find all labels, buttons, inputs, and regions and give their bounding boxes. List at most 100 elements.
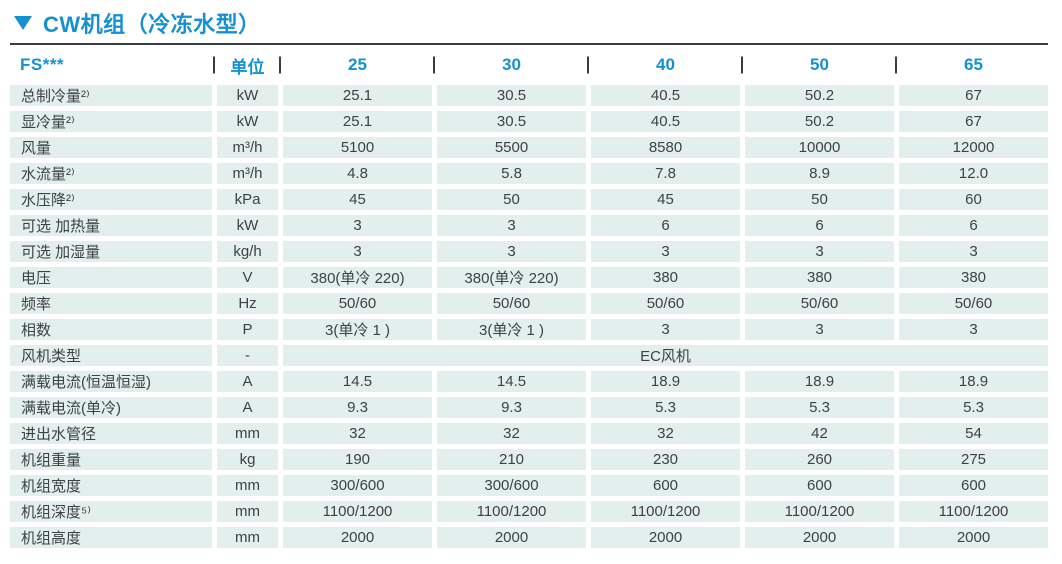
model-column-header: 30 [433, 55, 586, 75]
value-cell: 50/60 [745, 293, 894, 314]
value-cell: 6 [745, 215, 894, 236]
row-label: 显冷量²⁾ [10, 111, 212, 132]
merged-value-cell: EC风机 [283, 345, 1048, 366]
column-separator [213, 56, 215, 74]
column-separator [279, 56, 281, 74]
value-cell: 2000 [283, 527, 432, 548]
value-cell: 2000 [437, 527, 586, 548]
model-column-header: 50 [741, 55, 894, 75]
value-cell: 190 [283, 449, 432, 470]
header-rule [10, 43, 1048, 45]
value-cell: 275 [899, 449, 1048, 470]
model-column-label: 25 [348, 55, 367, 74]
row-label: 相数 [10, 319, 212, 340]
value-cell: 12000 [899, 137, 1048, 158]
value-cell: 50/60 [437, 293, 586, 314]
model-column-label: 30 [502, 55, 521, 74]
row-label: 机组深度⁵⁾ [10, 501, 212, 522]
row-label: 机组宽度 [10, 475, 212, 496]
row-unit: kg [217, 449, 278, 470]
value-cell: 40.5 [591, 85, 740, 106]
value-cell: 2000 [745, 527, 894, 548]
row-unit: kW [217, 111, 278, 132]
model-column-header: 65 [895, 55, 1048, 75]
value-cell: 3 [899, 241, 1048, 262]
value-cell: 6 [591, 215, 740, 236]
value-cell: 50.2 [745, 111, 894, 132]
value-cell: 18.9 [899, 371, 1048, 392]
row-unit: A [217, 371, 278, 392]
value-cell: 230 [591, 449, 740, 470]
value-cell: 45 [283, 189, 432, 210]
value-cell: 40.5 [591, 111, 740, 132]
row-label: 可选 加热量 [10, 215, 212, 236]
value-cell: 6 [899, 215, 1048, 236]
value-cell: 12.0 [899, 163, 1048, 184]
row-label: 电压 [10, 267, 212, 288]
row-label: 满载电流(恒温恒湿) [10, 371, 212, 392]
value-cell: 50/60 [283, 293, 432, 314]
model-column-header: 40 [587, 55, 740, 75]
value-cell: 8580 [591, 137, 740, 158]
value-cell: 380 [745, 267, 894, 288]
value-cell: 3 [437, 215, 586, 236]
value-cell: 32 [283, 423, 432, 444]
value-cell: 3 [283, 241, 432, 262]
value-cell: 600 [899, 475, 1048, 496]
unit-column-label: 单位 [230, 57, 265, 77]
row-unit: A [217, 397, 278, 418]
row-unit: m³/h [217, 137, 278, 158]
value-cell: 300/600 [437, 475, 586, 496]
value-cell: 2000 [591, 527, 740, 548]
value-cell: 50/60 [591, 293, 740, 314]
value-cell: 380(单冷 220) [283, 267, 432, 288]
value-cell: 32 [591, 423, 740, 444]
model-column-label: 50 [810, 55, 829, 74]
value-cell: 380 [591, 267, 740, 288]
value-cell: 5.8 [437, 163, 586, 184]
value-cell: 67 [899, 111, 1048, 132]
value-cell: 5.3 [591, 397, 740, 418]
row-label: 满载电流(单冷) [10, 397, 212, 418]
value-cell: 50 [745, 189, 894, 210]
value-cell: 2000 [899, 527, 1048, 548]
row-unit: mm [217, 527, 278, 548]
row-unit: V [217, 267, 278, 288]
model-column-header: 25 [279, 55, 432, 75]
value-cell: 5500 [437, 137, 586, 158]
row-label: 水流量²⁾ [10, 163, 212, 184]
model-column-label: 40 [656, 55, 675, 74]
row-unit: mm [217, 423, 278, 444]
value-cell: 14.5 [437, 371, 586, 392]
value-cell: 3(单冷 1 ) [437, 319, 586, 340]
value-cell: 1100/1200 [591, 501, 740, 522]
row-unit: mm [217, 475, 278, 496]
value-cell: 4.8 [283, 163, 432, 184]
row-unit: kW [217, 85, 278, 106]
value-cell: 5100 [283, 137, 432, 158]
row-unit: kg/h [217, 241, 278, 262]
value-cell: 50 [437, 189, 586, 210]
value-cell: 8.9 [745, 163, 894, 184]
row-unit: - [217, 345, 278, 366]
row-unit: m³/h [217, 163, 278, 184]
value-cell: 25.1 [283, 111, 432, 132]
column-separator [741, 56, 743, 74]
value-cell: 1100/1200 [899, 501, 1048, 522]
column-separator [433, 56, 435, 74]
value-cell: 380(单冷 220) [437, 267, 586, 288]
value-cell: 45 [591, 189, 740, 210]
value-cell: 3 [745, 319, 894, 340]
value-cell: 18.9 [591, 371, 740, 392]
row-label: 机组高度 [10, 527, 212, 548]
value-cell: 1100/1200 [745, 501, 894, 522]
value-cell: 300/600 [283, 475, 432, 496]
value-cell: 380 [899, 267, 1048, 288]
value-cell: 14.5 [283, 371, 432, 392]
value-cell: 5.3 [745, 397, 894, 418]
row-unit: mm [217, 501, 278, 522]
value-cell: 7.8 [591, 163, 740, 184]
table-header-row: FS*** 单位 25 30 40 50 65 [10, 45, 1048, 85]
value-cell: 3 [745, 241, 894, 262]
row-label: 机组重量 [10, 449, 212, 470]
